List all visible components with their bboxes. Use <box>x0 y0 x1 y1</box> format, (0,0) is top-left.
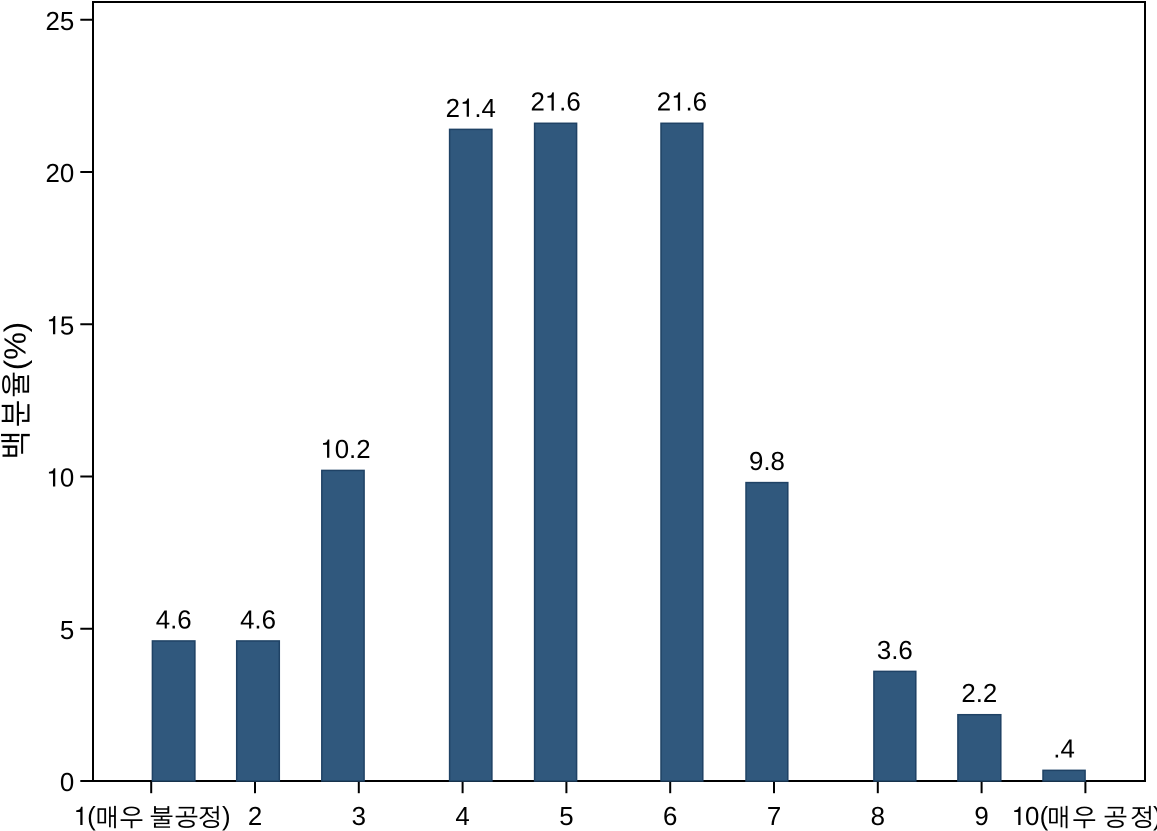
svg-text:): ) <box>1153 803 1157 831</box>
svg-text:(: ( <box>1040 803 1049 831</box>
svg-text:): ) <box>222 803 231 831</box>
svg-text:2.2: 2.2 <box>961 680 997 708</box>
svg-text:5: 5 <box>559 803 573 831</box>
svg-text:0: 0 <box>60 465 74 493</box>
svg-text:9.8: 9.8 <box>749 448 785 476</box>
svg-text:3: 3 <box>352 803 366 831</box>
svg-text:.6: .6 <box>685 89 707 117</box>
svg-text:5: 5 <box>60 312 74 340</box>
svg-text:2: 2 <box>531 89 545 117</box>
svg-text:8: 8 <box>871 803 885 831</box>
svg-text:0: 0 <box>1025 803 1039 831</box>
svg-text:4.6: 4.6 <box>240 606 276 634</box>
svg-text:5: 5 <box>60 617 74 645</box>
svg-text:0.2: 0.2 <box>335 436 371 464</box>
svg-text:0: 0 <box>60 769 74 797</box>
svg-text:2: 2 <box>657 89 671 117</box>
svg-text:3.6: 3.6 <box>877 637 913 665</box>
svg-text:9: 9 <box>974 803 988 831</box>
svg-text:6: 6 <box>663 803 677 831</box>
svg-text:(: ( <box>87 803 96 831</box>
svg-text:4.6: 4.6 <box>156 606 192 634</box>
svg-text:25: 25 <box>45 8 74 36</box>
svg-text:2: 2 <box>248 803 262 831</box>
svg-text:.6: .6 <box>559 89 581 117</box>
svg-text:.4: .4 <box>474 95 496 123</box>
svg-text:.4: .4 <box>1053 736 1075 764</box>
svg-text:2: 2 <box>446 95 460 123</box>
svg-text:7: 7 <box>767 803 781 831</box>
svg-text:4: 4 <box>455 803 469 831</box>
svg-text:(%): (%) <box>0 322 32 370</box>
svg-text:20: 20 <box>45 160 74 188</box>
